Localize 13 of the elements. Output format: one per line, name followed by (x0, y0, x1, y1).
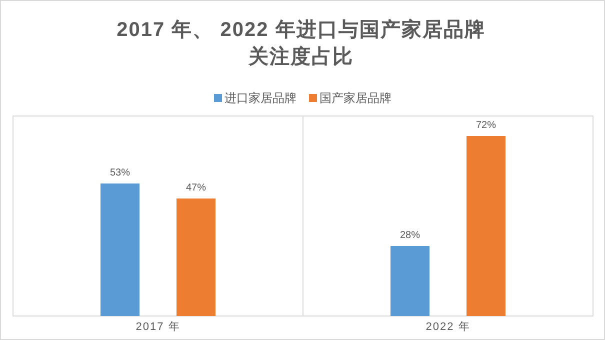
chart-title: 2017 年、 2022 年进口与国产家居品牌关注度占比 (116, 18, 486, 70)
x-tick-label: 2022 年 (426, 321, 470, 333)
data-label: 47% (186, 182, 206, 194)
bar (390, 246, 430, 316)
legend-label: 国产家居品牌 (318, 90, 392, 107)
legend-label: 进口家居品牌 (224, 90, 296, 107)
bar (176, 198, 216, 316)
data-label: 53% (110, 168, 130, 178)
data-label: 28% (400, 230, 420, 241)
data-label: 72% (476, 120, 496, 131)
x-tick-label: 2017 年 (136, 321, 180, 333)
bar (466, 136, 506, 316)
bar (100, 184, 140, 316)
